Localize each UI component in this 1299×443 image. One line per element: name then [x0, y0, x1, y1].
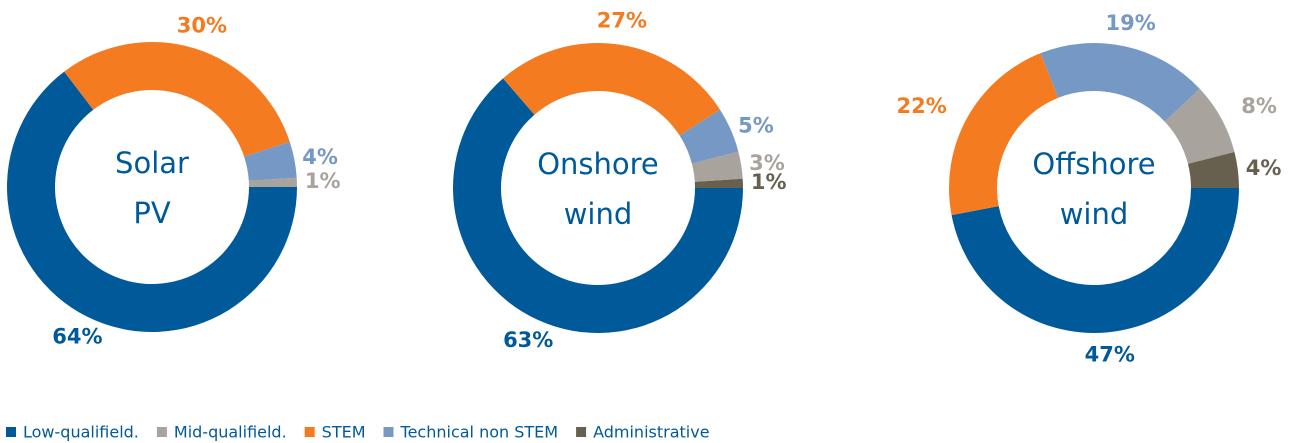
- donut-segment: [1040, 43, 1200, 122]
- value-label: 1%: [751, 170, 787, 194]
- legend-label: Mid-qualifield.: [174, 423, 287, 442]
- value-label: 30%: [177, 14, 227, 38]
- legend-label: Technical non STEM: [400, 423, 559, 442]
- value-label: 47%: [1085, 342, 1135, 366]
- legend-swatch: [304, 427, 315, 437]
- legend-swatch: [576, 427, 587, 437]
- legend-swatch: [383, 427, 394, 437]
- value-label: 5%: [738, 114, 774, 138]
- value-label: 8%: [1241, 94, 1277, 118]
- center-title: PV: [133, 196, 170, 230]
- donut-segment: [453, 78, 743, 334]
- value-label: 63%: [503, 328, 553, 352]
- donut-segment: [244, 141, 297, 181]
- legend-label: STEM: [322, 423, 366, 442]
- donut-segment: [679, 109, 739, 164]
- value-label: 4%: [1246, 156, 1282, 180]
- donut-segment: [691, 151, 743, 182]
- value-label: 64%: [52, 325, 102, 349]
- center-title: wind: [1060, 197, 1129, 231]
- donut-segment: [949, 53, 1059, 216]
- legend-swatch: [156, 427, 167, 437]
- donut-segment: [951, 188, 1239, 333]
- legend-label: Low-qualifield.: [23, 423, 139, 442]
- donut-segment: [64, 41, 290, 157]
- donut-segment: [248, 177, 297, 187]
- value-label: 19%: [1106, 11, 1156, 35]
- value-label: 3%: [749, 151, 785, 175]
- legend-swatch: [6, 427, 16, 437]
- donut-segment: [6, 71, 297, 332]
- value-label: 1%: [305, 169, 341, 193]
- value-label: 4%: [302, 145, 338, 169]
- center-title: wind: [564, 197, 633, 231]
- center-title: Onshore: [537, 147, 659, 181]
- legend-label: Administrative: [593, 423, 709, 442]
- value-label: 22%: [897, 94, 947, 118]
- donut-segment: [694, 178, 743, 188]
- center-title: Solar: [115, 146, 189, 180]
- value-label: 27%: [597, 9, 647, 33]
- center-title: Offshore: [1032, 147, 1155, 181]
- donut-segment: [1164, 88, 1235, 164]
- donut-segment: [503, 43, 720, 136]
- donut-segment: [1187, 151, 1239, 188]
